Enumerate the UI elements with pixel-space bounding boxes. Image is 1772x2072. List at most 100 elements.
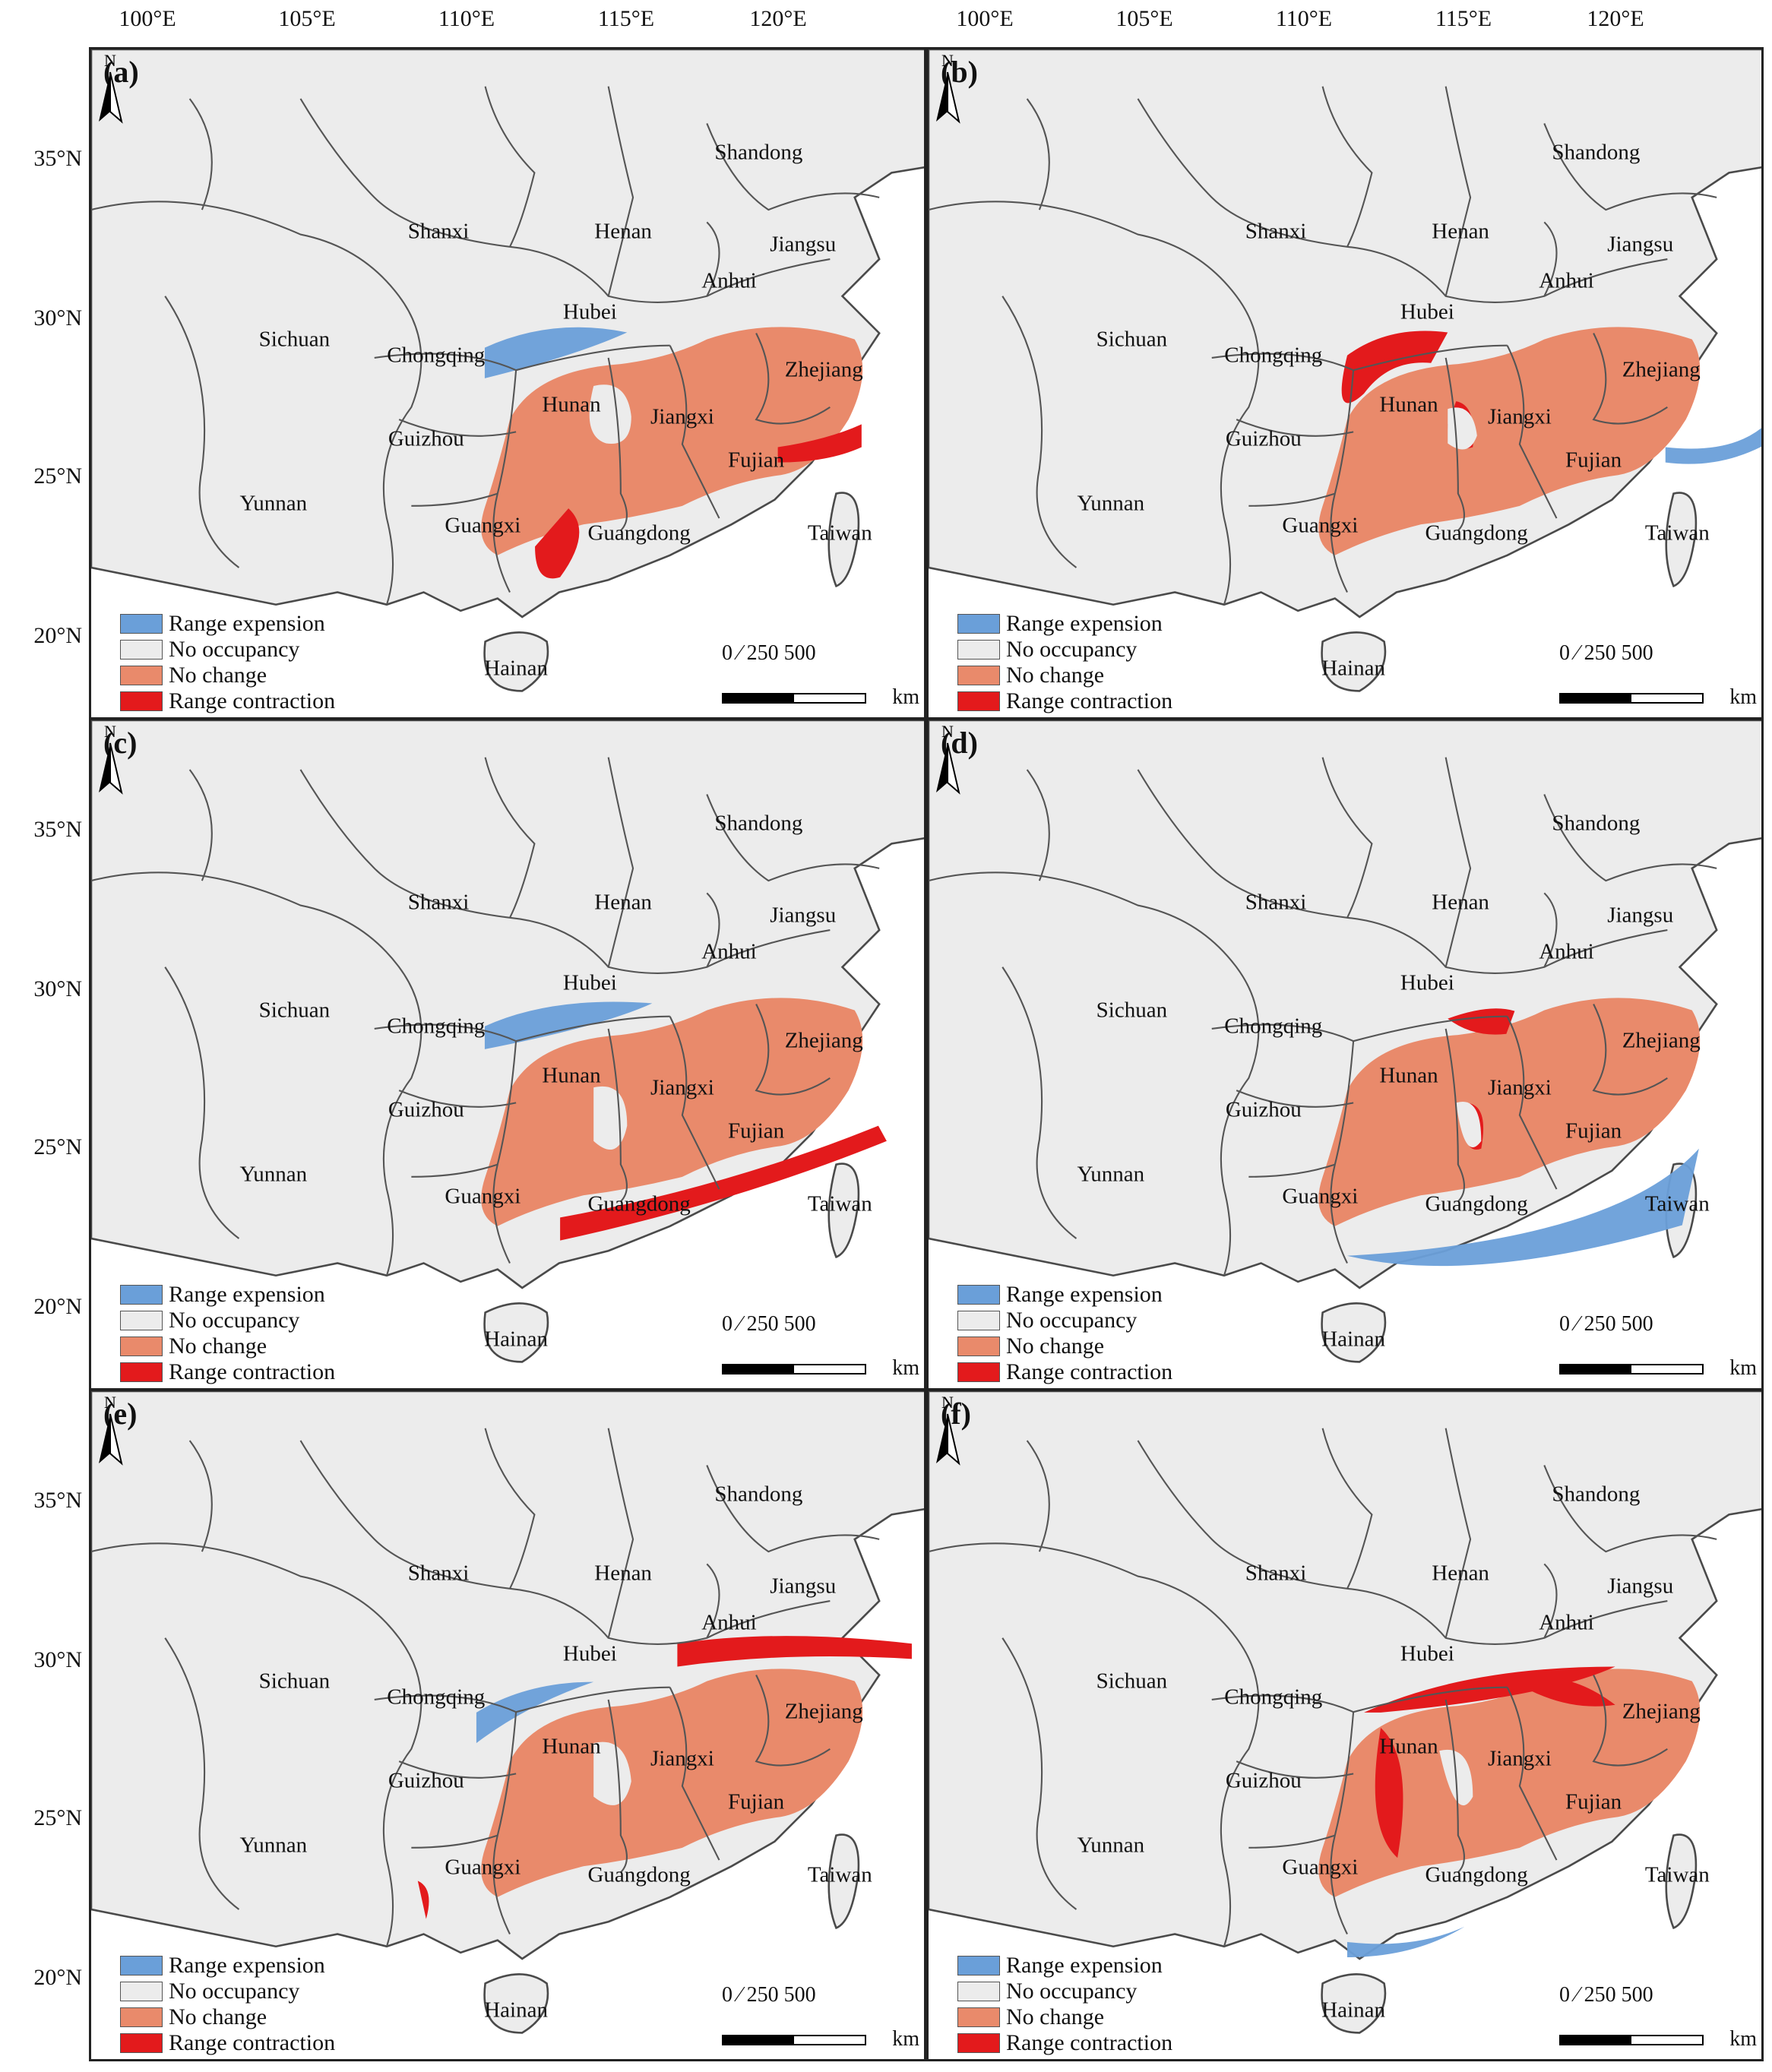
lat-tick: 20°N — [33, 1294, 82, 1319]
province-label: Hubei — [562, 970, 617, 995]
legend-label: Range contraction — [1006, 688, 1173, 713]
province-label: Hunan — [1379, 1063, 1438, 1088]
lon-tick: 120°E — [1587, 6, 1644, 31]
legend-label: No occupancy — [169, 637, 300, 662]
province-label: Anhui — [1539, 939, 1594, 964]
province-label: Guangdong — [587, 1862, 691, 1887]
province-label: Shanxi — [1245, 219, 1307, 244]
province-label: Guizhou — [1225, 426, 1302, 451]
legend-swatch — [120, 640, 163, 660]
lon-tick: 110°E — [438, 6, 495, 31]
province-label: Henan — [594, 1561, 652, 1586]
legend-label: No occupancy — [1006, 1979, 1138, 2004]
legend-label: No change — [1006, 663, 1105, 688]
no-change-range — [1318, 998, 1701, 1226]
range-expansion — [476, 1681, 594, 1744]
province-label: Hunan — [1379, 392, 1438, 417]
province-label: Henan — [594, 219, 652, 244]
province-label: Shanxi — [1245, 890, 1307, 915]
legend-item: No change — [120, 2004, 335, 2030]
province-label: Guangdong — [1425, 1862, 1528, 1887]
legend-label: No occupancy — [169, 1308, 300, 1333]
province-label: Chongqing — [1224, 343, 1323, 368]
province-label: Jiangxi — [650, 404, 714, 429]
north-arrow-icon: N — [936, 722, 960, 795]
province-label: Hubei — [1400, 299, 1454, 324]
province-label: Chongqing — [387, 343, 486, 368]
legend-label: Range contraction — [1006, 2030, 1173, 2055]
lat-tick: 35°N — [33, 1488, 82, 1513]
province-label: Hunan — [542, 392, 601, 417]
legend-label: Range contraction — [169, 1359, 336, 1384]
province-label: Jiangsu — [770, 903, 837, 928]
legend-item: Range contraction — [957, 1359, 1172, 1385]
legend-item: Range expension — [957, 1953, 1172, 1979]
scale-bar: 0 ⁄ 250 500 km — [1559, 1312, 1757, 1381]
province-borders — [929, 1428, 1717, 1947]
legend: Range expension No occupancy No change R… — [120, 611, 335, 714]
province-label: Hubei — [562, 299, 617, 324]
lat-tick: 25°N — [33, 1134, 82, 1159]
province-label: Anhui — [701, 939, 757, 964]
province-label: Zhejiang — [1622, 1028, 1701, 1053]
legend-swatch — [120, 1285, 163, 1305]
province-label: Guangxi — [1282, 513, 1359, 538]
lon-tick: 115°E — [597, 6, 655, 31]
taiwan-island — [827, 1163, 860, 1259]
province-label: Fujian — [728, 1789, 785, 1814]
legend-label: No occupancy — [1006, 1308, 1138, 1333]
scale-bar: 0 ⁄ 250 500 km — [1559, 641, 1757, 710]
province-label: Yunnan — [1077, 1833, 1145, 1858]
legend-item: No occupancy — [957, 1308, 1172, 1333]
province-label: Sichuan — [258, 1669, 331, 1694]
province-borders — [91, 86, 880, 606]
hainan-island — [1321, 1972, 1387, 2034]
map-panel: (e) Range expension No occupancy No chan… — [89, 1389, 926, 2061]
scale-numbers: 0 ⁄ 250 500 — [1559, 1983, 1653, 2007]
legend-item: Range expension — [120, 1953, 335, 1979]
scale-graphic — [1559, 693, 1704, 704]
north-arrow-icon: N — [99, 1393, 123, 1466]
province-label: Anhui — [701, 268, 757, 293]
taiwan-island — [827, 492, 860, 588]
province-label: Taiwan — [807, 520, 872, 546]
taiwan-island — [1665, 492, 1698, 588]
north-arrow-icon: N — [99, 722, 123, 795]
province-label: Anhui — [1539, 1610, 1594, 1635]
range-expansion — [484, 327, 628, 378]
province-label: Guangdong — [587, 1191, 691, 1216]
province-label: Shanxi — [407, 219, 470, 244]
scale-numbers: 0 ⁄ 250 500 — [722, 641, 816, 665]
range-contraction — [1341, 331, 1474, 449]
scale-numbers: 0 ⁄ 250 500 — [722, 1312, 816, 1336]
map-canvas — [91, 49, 924, 717]
scale-graphic — [722, 693, 866, 704]
lon-tick: 100°E — [956, 6, 1014, 31]
legend-item: No change — [957, 2004, 1172, 2030]
lon-tick: 120°E — [749, 6, 807, 31]
province-label: Shanxi — [407, 890, 470, 915]
province-label: Henan — [1432, 890, 1489, 915]
scale-numbers: 0 ⁄ 250 500 — [722, 1983, 816, 2007]
province-label: Shandong — [1552, 1482, 1641, 1507]
legend-item: No change — [120, 1333, 335, 1359]
legend-label: Range expension — [1006, 1953, 1163, 1978]
legend-swatch — [957, 2033, 1000, 2053]
scale-bar: 0 ⁄ 250 500 km — [1559, 1983, 1757, 2051]
map-panel: (b) Range expension No occupancy No chan… — [926, 47, 1764, 720]
legend-item: Range expension — [120, 1282, 335, 1308]
province-label: Chongqing — [1224, 1684, 1323, 1710]
map-canvas — [929, 49, 1761, 717]
legend-label: Range expension — [169, 611, 325, 636]
province-label: Guangdong — [1425, 520, 1528, 546]
scale-unit: km — [892, 2027, 919, 2051]
province-label: Jiangxi — [1487, 1075, 1552, 1100]
lat-tick: 20°N — [33, 623, 82, 648]
province-label: Taiwan — [1644, 1191, 1710, 1216]
province-label: Taiwan — [807, 1862, 872, 1887]
province-label: Zhejiang — [784, 1699, 863, 1724]
legend-item: Range contraction — [120, 1359, 335, 1385]
province-label: Sichuan — [258, 998, 331, 1023]
north-label: N — [941, 1393, 954, 1412]
province-label: Guizhou — [388, 426, 464, 451]
